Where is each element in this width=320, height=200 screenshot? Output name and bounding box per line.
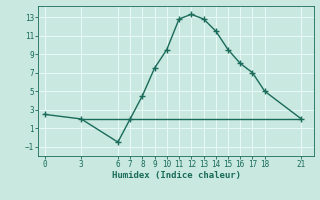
X-axis label: Humidex (Indice chaleur): Humidex (Indice chaleur) [111,171,241,180]
